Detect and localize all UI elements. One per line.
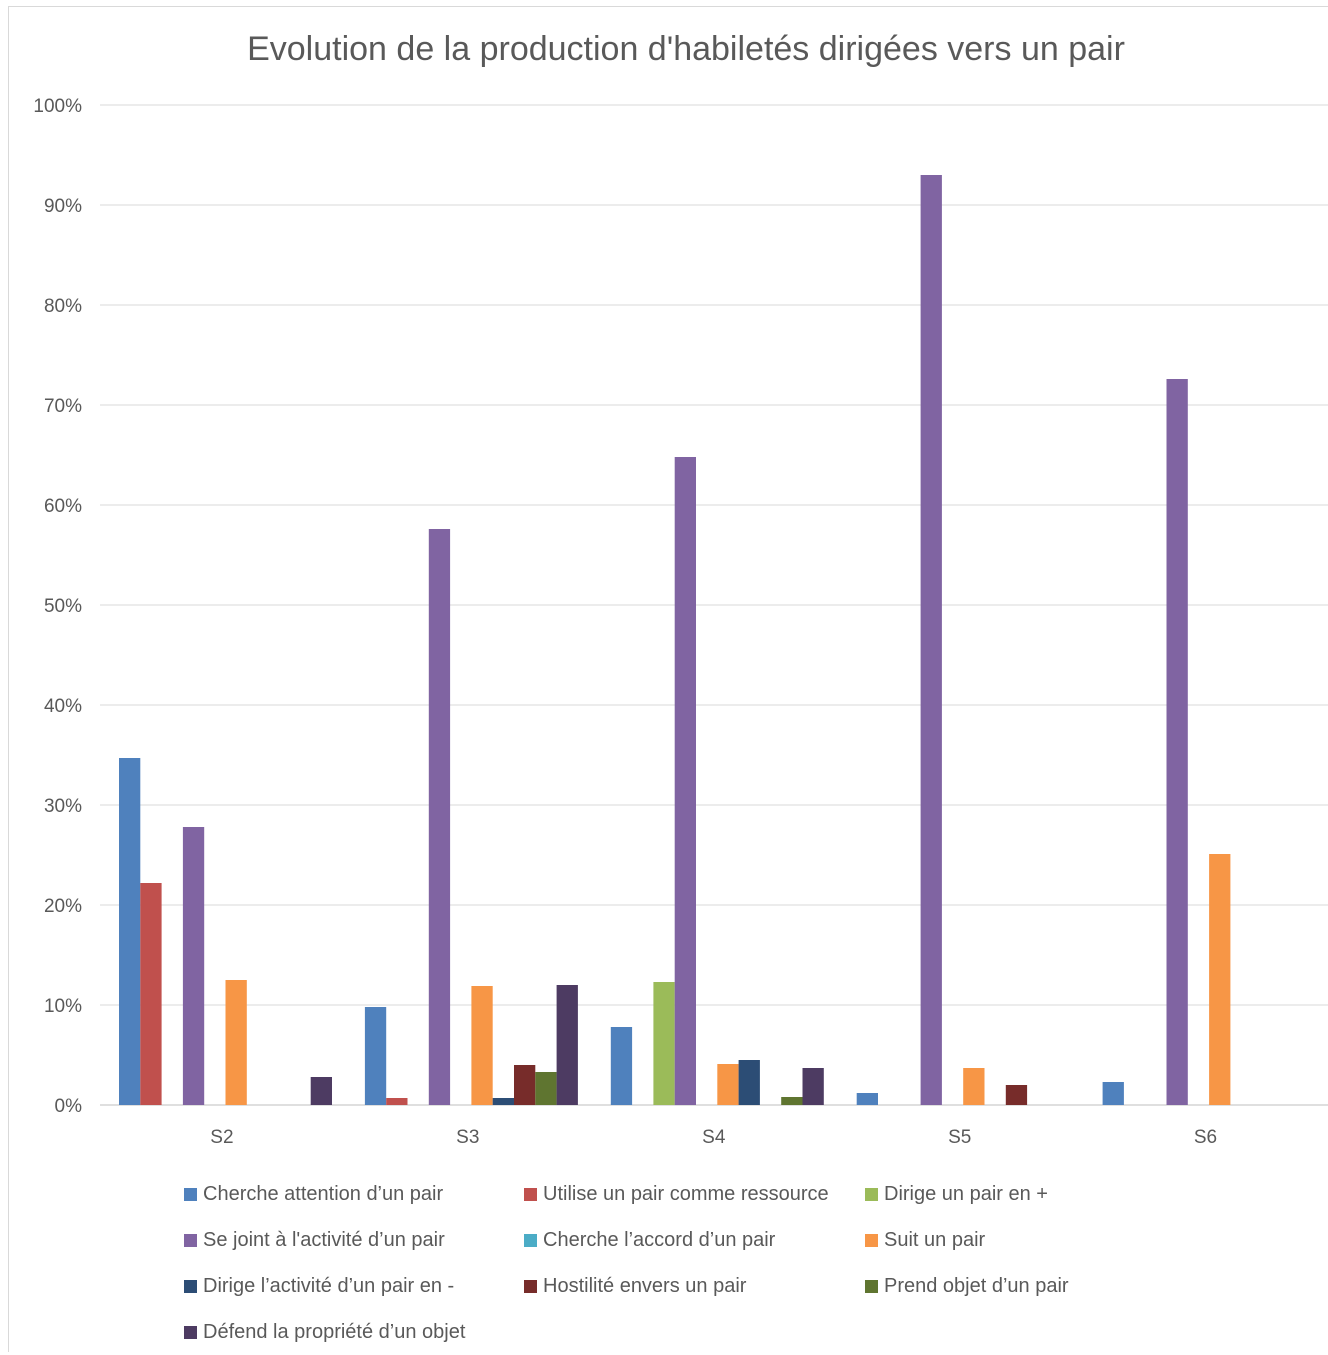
legend-item: Cherche attention d’un pair bbox=[184, 1183, 524, 1206]
legend-row: Se joint à l'activité d’un pair Cherche l… bbox=[184, 1217, 1184, 1263]
bar bbox=[1005, 1085, 1028, 1105]
y-tick-label: 10% bbox=[44, 996, 82, 1017]
legend-row: Dirige l’activité d’un pair en - Hostilit… bbox=[184, 1263, 1184, 1309]
x-tick-label: S2 bbox=[210, 1127, 233, 1148]
legend-label: Utilise un pair comme ressource bbox=[543, 1182, 829, 1205]
bar bbox=[140, 883, 162, 1105]
legend-swatch bbox=[865, 1279, 878, 1293]
bar bbox=[856, 1093, 878, 1105]
legend-item: Prend objet d’un pair bbox=[865, 1275, 1069, 1298]
legend-label: Hostilité envers un pair bbox=[543, 1274, 747, 1297]
bar bbox=[364, 1007, 387, 1105]
legend-label: Prend objet d’un pair bbox=[884, 1274, 1069, 1297]
bar bbox=[182, 827, 205, 1105]
legend-swatch bbox=[184, 1187, 197, 1201]
bar bbox=[225, 980, 247, 1105]
x-tick-label: S5 bbox=[948, 1127, 971, 1148]
y-tick-label: 80% bbox=[44, 296, 82, 317]
y-tick-label: 30% bbox=[44, 796, 82, 817]
legend-item: Hostilité envers un pair bbox=[524, 1275, 865, 1298]
y-tick-label: 0% bbox=[55, 1096, 83, 1117]
bar bbox=[428, 529, 451, 1105]
y-tick-label: 100% bbox=[33, 96, 82, 117]
bar bbox=[781, 1097, 803, 1105]
bar bbox=[119, 758, 141, 1105]
bar bbox=[556, 985, 578, 1105]
legend-label: Cherche l’accord d’un pair bbox=[543, 1228, 776, 1251]
bar bbox=[738, 1060, 760, 1105]
chart-title: Evolution de la production d'habiletés d… bbox=[247, 30, 1125, 68]
y-tick-label: 50% bbox=[44, 596, 82, 617]
legend: Cherche attention d’un pair Utilise un pa… bbox=[184, 1171, 1184, 1355]
bar bbox=[492, 1098, 514, 1105]
y-tick-label: 40% bbox=[44, 696, 82, 717]
chart-frame bbox=[8, 6, 1328, 1352]
legend-swatch bbox=[865, 1187, 878, 1201]
legend-swatch bbox=[184, 1325, 197, 1339]
x-tick-label: S4 bbox=[702, 1127, 726, 1148]
bar bbox=[674, 457, 696, 1105]
legend-swatch bbox=[865, 1233, 878, 1247]
x-tick-label: S6 bbox=[1194, 1127, 1217, 1148]
legend-item: Dirige l’activité d’un pair en - bbox=[184, 1275, 524, 1298]
legend-swatch bbox=[524, 1279, 537, 1293]
legend-row: Défend la propriété d’un objet bbox=[184, 1309, 1184, 1355]
plot-area: 0% 10% 20% 30% 40% 50% 60% 70% 80% 90% 100% S2 S3 S4 S… bbox=[33, 96, 1328, 1148]
bar bbox=[610, 1027, 633, 1105]
bar bbox=[386, 1098, 408, 1105]
y-tick-label: 90% bbox=[44, 196, 82, 217]
legend-swatch bbox=[184, 1279, 197, 1293]
bar bbox=[1209, 854, 1231, 1105]
y-tick-label: 20% bbox=[44, 896, 82, 917]
bar bbox=[535, 1072, 557, 1105]
y-tick-label: 70% bbox=[44, 396, 82, 417]
legend-label: Dirige un pair en + bbox=[884, 1182, 1048, 1205]
bar bbox=[802, 1068, 824, 1105]
legend-swatch bbox=[524, 1187, 537, 1201]
legend-item: Suit un pair bbox=[865, 1229, 985, 1252]
legend-row: Cherche attention d’un pair Utilise un pa… bbox=[184, 1171, 1184, 1217]
legend-item: Se joint à l'activité d’un pair bbox=[184, 1229, 524, 1252]
legend-label: Dirige l’activité d’un pair en - bbox=[203, 1274, 455, 1297]
legend-item: Cherche l’accord d’un pair bbox=[524, 1229, 865, 1252]
legend-swatch bbox=[524, 1233, 537, 1247]
x-tick-label: S3 bbox=[456, 1127, 479, 1148]
bar bbox=[963, 1068, 985, 1105]
bar bbox=[514, 1065, 536, 1105]
legend-swatch bbox=[184, 1233, 197, 1247]
legend-item: Dirige un pair en + bbox=[865, 1183, 1048, 1206]
legend-label: Se joint à l'activité d’un pair bbox=[203, 1228, 445, 1251]
bar bbox=[1166, 379, 1188, 1105]
legend-item: Défend la propriété d’un objet bbox=[184, 1321, 524, 1344]
bar bbox=[920, 175, 942, 1105]
bar bbox=[653, 982, 675, 1105]
legend-label: Défend la propriété d’un objet bbox=[203, 1320, 466, 1343]
legend-label: Suit un pair bbox=[884, 1228, 986, 1251]
bar bbox=[471, 986, 493, 1105]
legend-label: Cherche attention d’un pair bbox=[203, 1182, 444, 1205]
y-tick-label: 60% bbox=[44, 496, 82, 517]
bar bbox=[717, 1064, 739, 1105]
bar bbox=[1102, 1082, 1124, 1105]
bar bbox=[310, 1077, 332, 1105]
legend-item: Utilise un pair comme ressource bbox=[524, 1183, 865, 1206]
